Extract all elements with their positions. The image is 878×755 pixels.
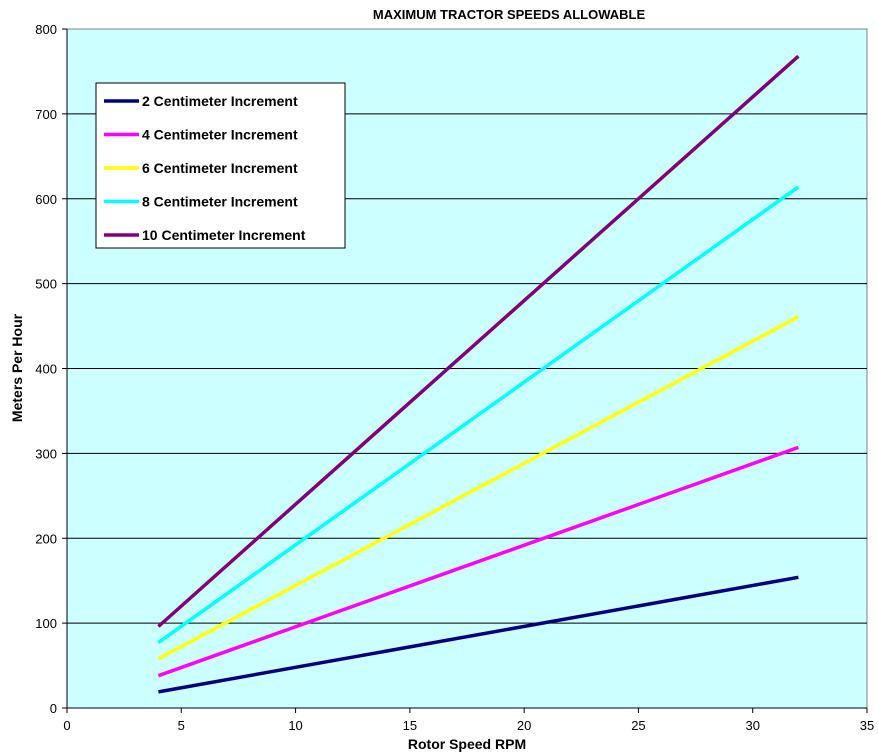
x-tick-label: 20 <box>517 718 531 733</box>
y-tick-label: 200 <box>35 531 57 546</box>
y-axis-title: Meters Per Hour <box>9 313 25 422</box>
legend-label: 8 Centimeter Increment <box>142 194 298 210</box>
legend-label: 4 Centimeter Increment <box>142 127 298 143</box>
legend-label: 6 Centimeter Increment <box>142 160 298 176</box>
y-tick-label: 500 <box>35 277 57 292</box>
x-tick-label: 30 <box>745 718 759 733</box>
legend: 2 Centimeter Increment 4 Centimeter Incre… <box>95 82 346 249</box>
y-tick-label: 0 <box>50 701 57 716</box>
x-tick-label: 0 <box>63 718 70 733</box>
series-line-2 <box>157 445 799 678</box>
chart-title: MAXIMUM TRACTOR SPEEDS ALLOWABLE <box>373 7 646 22</box>
legend-box <box>95 82 346 249</box>
legend-label: 10 Centimeter Increment <box>142 227 306 243</box>
y-tick-label: 700 <box>35 107 57 122</box>
y-tick-label: 400 <box>35 362 57 377</box>
y-tick-label: 300 <box>35 446 57 461</box>
x-tick-label: 10 <box>288 718 302 733</box>
x-tick-label: 5 <box>178 718 185 733</box>
y-axis-ticks: 0 100 200 300 400 500 600 700 800 <box>35 22 68 716</box>
legend-label: 2 Centimeter Increment <box>142 93 298 109</box>
series-line-3 <box>157 315 800 661</box>
x-axis-ticks: 0 5 10 15 20 25 30 35 <box>63 707 874 733</box>
y-tick-label: 800 <box>35 22 57 37</box>
series-lines <box>157 54 800 694</box>
x-tick-label: 25 <box>631 718 645 733</box>
y-tick-label: 600 <box>35 192 57 207</box>
series-line-4 <box>157 185 800 645</box>
x-axis-title: Rotor Speed RPM <box>408 736 526 752</box>
x-tick-label: 15 <box>403 718 417 733</box>
series-line-1 <box>158 575 799 694</box>
x-tick-label: 35 <box>860 718 874 733</box>
y-tick-label: 100 <box>35 616 57 631</box>
series-line-5 <box>157 54 800 628</box>
